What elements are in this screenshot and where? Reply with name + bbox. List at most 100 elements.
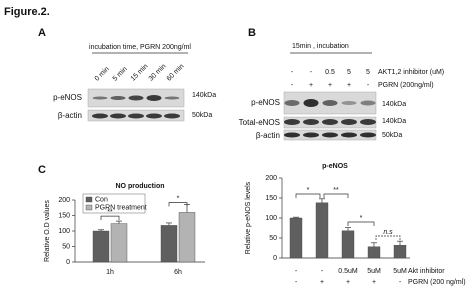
blot-band <box>284 100 300 106</box>
treatment-value: - <box>295 279 298 286</box>
row-label: β-actin <box>256 131 280 140</box>
blot-band <box>284 119 300 125</box>
y-tick-label: 0 <box>66 259 70 266</box>
bracket <box>375 235 401 240</box>
blot-band <box>303 99 319 107</box>
treatment-value: 5uM <box>367 268 381 275</box>
y-axis-label: Relative O.D values <box>44 200 51 262</box>
treatment-name: Akt inhibitor <box>408 268 445 275</box>
lane-label: 5 min <box>112 66 129 83</box>
blot-band <box>284 132 300 138</box>
bar <box>160 225 178 263</box>
blot-band <box>110 113 126 119</box>
marker: 140kDa <box>382 101 406 108</box>
treatment-value: + <box>346 279 350 286</box>
blot-band <box>92 96 108 100</box>
marker: 50kDa <box>382 132 402 139</box>
blot-band <box>164 113 180 119</box>
row-label: β-actin <box>58 111 82 120</box>
marker: 140kDa <box>192 92 216 99</box>
y-tick-label: 50 <box>269 235 277 242</box>
blot-band <box>341 132 357 138</box>
y-tick-label: 150 <box>265 195 277 202</box>
legend-swatch <box>85 204 93 211</box>
blot-band <box>322 100 338 106</box>
blot-band <box>92 113 108 119</box>
bar <box>367 246 381 259</box>
blot-band <box>341 119 357 125</box>
x-tick-label: 1h <box>106 269 114 276</box>
treatment-value: + <box>347 82 351 89</box>
legend-label: Con <box>95 196 108 203</box>
row-label: p-eNOS <box>251 98 280 107</box>
bracket <box>347 221 375 226</box>
treatment-value: - <box>310 69 313 76</box>
legend-label: PGRN treatment <box>95 204 147 211</box>
treatment-value: 0.5 <box>325 69 335 76</box>
lane-label: 60 min <box>166 63 186 83</box>
significance: * <box>360 215 363 222</box>
y-tick-label: 100 <box>58 228 70 235</box>
treatment-name: PGRN (200 ng/ml) <box>408 279 466 286</box>
blot-band <box>128 113 144 119</box>
bar <box>92 230 110 263</box>
treatment-value: 5uM <box>393 268 407 275</box>
significance: * <box>307 187 310 194</box>
treatment-value: - <box>321 268 324 275</box>
blot-band <box>322 119 338 125</box>
treatment-value: 5 <box>366 69 370 76</box>
blot-band <box>146 95 162 101</box>
blot-band <box>303 132 319 138</box>
bracket <box>168 202 188 207</box>
treatment-value: - <box>291 82 294 89</box>
treatment-value: + <box>328 82 332 89</box>
significance: n.s <box>383 229 393 236</box>
x-tick-label: 6h <box>174 269 182 276</box>
condition: 15min , incubation <box>292 43 349 50</box>
blot-band <box>360 100 376 106</box>
blot-band <box>322 132 338 138</box>
bar <box>341 230 355 259</box>
bracket <box>100 215 120 221</box>
panel-label: C <box>38 164 46 176</box>
panel-label: A <box>38 27 46 39</box>
treatment-value: 0.5uM <box>338 268 358 275</box>
y-tick-label: 50 <box>62 243 70 250</box>
chart-title: p-eNOS <box>322 163 348 170</box>
treatment-value: - <box>291 69 294 76</box>
blot-band <box>164 96 180 100</box>
bracket <box>295 193 321 198</box>
figure-label: Figure.2. <box>4 6 50 18</box>
blot-band <box>128 95 144 101</box>
significance: ** <box>333 187 339 194</box>
bar <box>178 212 196 263</box>
y-tick-label: 0 <box>273 255 277 262</box>
blot-band <box>110 96 126 100</box>
bracket <box>323 193 349 198</box>
row-label: Total-eNOS <box>239 118 280 127</box>
treatment-name: PGRN (200ng/ml) <box>378 82 434 89</box>
row-label: p-eNOS <box>53 93 82 102</box>
panel-label: B <box>248 27 256 39</box>
treatment-value: - <box>399 279 402 286</box>
condition: incubation time, PGRN 200ng/ml <box>89 44 191 51</box>
treatment-value: - <box>367 82 370 89</box>
blot-band <box>146 113 162 119</box>
treatment-name: AKT1,2 inhibitor (uM) <box>378 69 444 76</box>
y-tick-label: 200 <box>58 197 70 204</box>
chart-title: NO production <box>116 183 165 190</box>
marker: 50kDa <box>192 112 212 119</box>
treatment-value: + <box>320 279 324 286</box>
y-axis-label: Relative p-eNOS levels <box>245 181 252 254</box>
treatment-value: 5 <box>347 69 351 76</box>
blot-band <box>360 119 376 125</box>
lane-label: 15 min <box>130 63 150 83</box>
significance: * <box>177 195 180 202</box>
bar <box>315 202 329 259</box>
bar <box>110 223 128 263</box>
blot-band <box>360 132 376 138</box>
lane-label: 0 min <box>94 66 111 83</box>
blot-band <box>303 119 319 125</box>
marker: 140kDa <box>382 118 406 125</box>
